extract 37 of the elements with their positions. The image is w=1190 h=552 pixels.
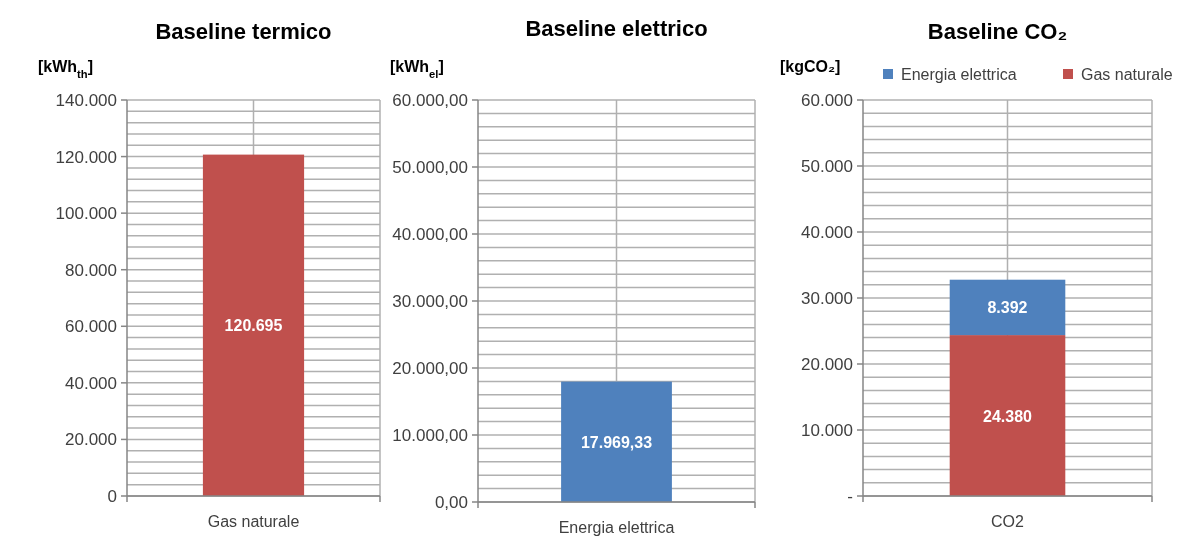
y-tick-label: 50.000,00 (392, 158, 468, 177)
data-label: 120.695 (224, 317, 283, 335)
y-tick-label: 20.000 (801, 355, 853, 374)
chart-title: Baseline termico (155, 19, 332, 44)
x-tick-label: CO2 (991, 513, 1025, 530)
y-tick-label: 50.000 (801, 157, 853, 176)
data-label: 17.969,33 (580, 433, 653, 451)
y-axis-title: [kgCO₂] (780, 58, 841, 75)
y-tick-label: 40.000 (801, 223, 853, 242)
y-tick-label: 10.000 (801, 421, 853, 440)
data-label: 8.392 (987, 299, 1028, 317)
y-tick-label: 100.000 (55, 204, 117, 224)
y-tick-label: 60.000,00 (392, 91, 468, 110)
y-tick-label: 30.000 (801, 289, 853, 308)
chart-title: Baseline CO₂ (927, 19, 1068, 44)
y-tick-label: 20.000,00 (392, 359, 468, 378)
y-tick-label: 40.000 (65, 373, 117, 393)
data-label: 24.380 (983, 407, 1033, 425)
y-tick-label: 0 (107, 487, 117, 506)
y-tick-label: 40.000,00 (392, 225, 468, 244)
y-axis-title: [kWh$_{th}$] (38, 58, 93, 80)
y-tick-label: - (847, 487, 853, 506)
y-tick-label: 10.000,00 (392, 426, 468, 445)
y-tick-label: 80.000 (65, 260, 117, 280)
legend-label: Energia elettrica (901, 66, 1017, 83)
y-tick-label: 60.000 (65, 317, 117, 337)
x-tick-label: Energia elettrica (558, 519, 675, 536)
y-axis-title: [kWh$_{el}$] (390, 58, 444, 80)
y-tick-label: 140.000 (55, 91, 117, 110)
x-tick-label: Gas naturale (207, 513, 300, 530)
y-tick-label: 30.000,00 (392, 292, 468, 311)
legend-label: Gas naturale (1081, 66, 1173, 83)
y-tick-label: 60.000 (801, 91, 853, 110)
y-tick-label: 120.000 (55, 147, 117, 167)
y-tick-label: 20.000 (65, 430, 117, 450)
chart-title: Baseline elettrico (525, 16, 708, 41)
y-tick-label: 0,00 (434, 493, 468, 512)
